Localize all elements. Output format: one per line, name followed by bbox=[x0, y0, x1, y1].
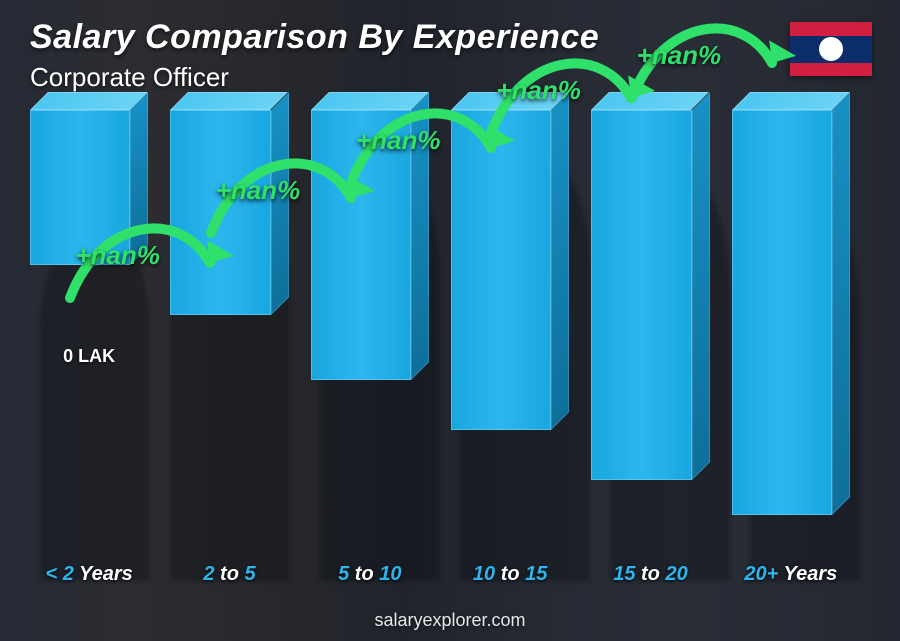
delta-label: +nan% bbox=[637, 40, 722, 71]
bar-column: 0 LAK+nan% bbox=[311, 110, 429, 548]
delta-label: +nan% bbox=[75, 240, 160, 271]
x-axis-category: 10 to 15 bbox=[451, 563, 569, 586]
x-axis-category: 2 to 5 bbox=[170, 563, 288, 586]
bar-column: 0 LAK bbox=[30, 110, 148, 548]
laos-flag-icon bbox=[790, 22, 872, 76]
bar-column: 0 LAK+nan% bbox=[732, 110, 850, 548]
bar-value-label: 0 LAK bbox=[30, 346, 148, 367]
x-axis-labels: < 2 Years 2 to 5 5 to 10 10 to 15 15 to 20 20… bbox=[30, 563, 850, 586]
x-axis-category: 15 to 20 bbox=[591, 563, 709, 586]
bar-chart: 0 LAK0 LAK+nan%0 LAK+nan%0 LAK+nan%0 LAK… bbox=[30, 110, 850, 586]
x-axis-category: 5 to 10 bbox=[311, 563, 429, 586]
delta-label: +nan% bbox=[356, 125, 441, 156]
footer-source: salaryexplorer.com bbox=[0, 610, 900, 631]
x-axis-category: 20+ Years bbox=[732, 563, 850, 586]
delta-label: +nan% bbox=[216, 175, 301, 206]
delta-label: +nan% bbox=[496, 75, 581, 106]
x-axis-category: < 2 Years bbox=[30, 563, 148, 586]
chart-title: Salary Comparison By Experience bbox=[30, 18, 599, 57]
bar-column: 0 LAK+nan% bbox=[451, 110, 569, 548]
infographic-stage: Salary Comparison By Experience Corporat… bbox=[0, 0, 900, 641]
bars-container: 0 LAK0 LAK+nan%0 LAK+nan%0 LAK+nan%0 LAK… bbox=[30, 110, 850, 548]
bar-column: 0 LAK+nan% bbox=[591, 110, 709, 548]
chart-subtitle: Corporate Officer bbox=[30, 62, 229, 93]
